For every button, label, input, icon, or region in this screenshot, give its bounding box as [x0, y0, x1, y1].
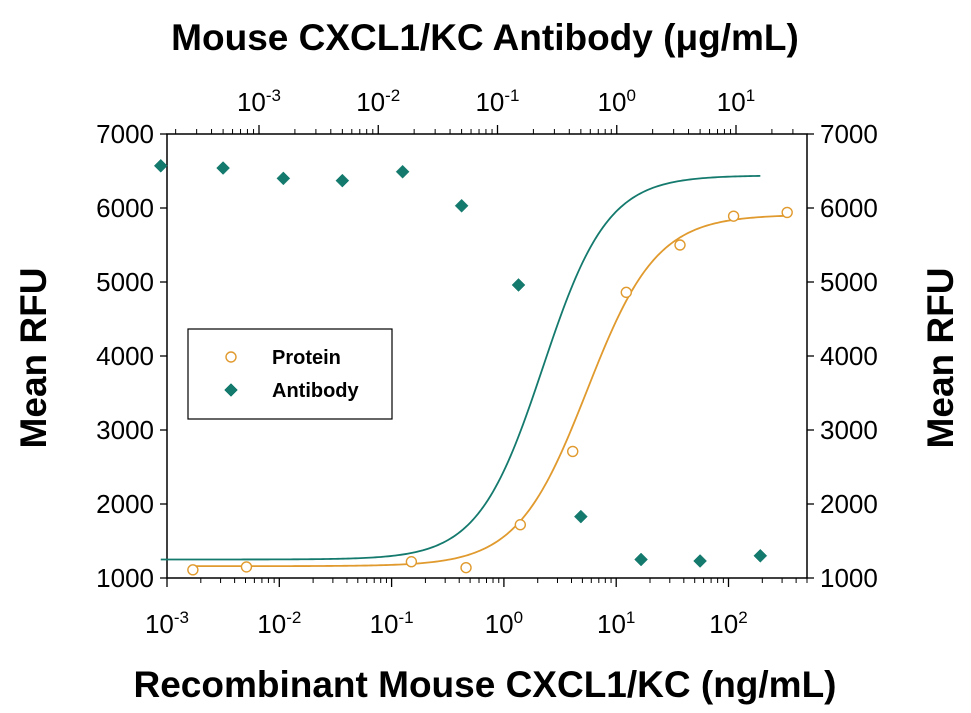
x-tick-label-top: 100 — [598, 86, 636, 117]
data-point-protein — [514, 519, 527, 531]
data-point-protein — [240, 561, 253, 573]
y-tick-label-right: 5000 — [820, 267, 878, 297]
data-point-protein — [460, 561, 472, 574]
data-point-protein — [567, 445, 579, 458]
data-point-antibody — [216, 161, 230, 175]
legend-marker-antibody — [224, 383, 238, 397]
y-tick-label-right: 4000 — [820, 341, 878, 371]
legend: Protein Antibody — [187, 328, 393, 420]
x-tick-label-bottom: 10-1 — [370, 608, 414, 639]
x-tick-label-bottom: 101 — [597, 608, 635, 639]
data-point-antibody — [153, 158, 168, 173]
x-tick-label-top: 101 — [717, 86, 755, 117]
axes: 1000 1000 2000 2000 3000 3000 4000 4000 5000 5000… — [96, 86, 878, 639]
data-points — [153, 158, 793, 576]
y-tick-label-right: 2000 — [820, 489, 878, 519]
data-point-antibody — [454, 198, 469, 213]
data-point-protein — [674, 239, 686, 251]
y-tick-label-right: 1000 — [820, 563, 878, 593]
data-point-antibody — [573, 509, 588, 524]
x-tick-label-bottom: 10-3 — [145, 608, 189, 639]
x-axis-label: Recombinant Mouse CXCL1/KC (ng/mL) — [133, 664, 836, 705]
data-point-antibody — [335, 173, 350, 188]
y-tick-label-left: 4000 — [96, 341, 154, 371]
legend-label-protein: Protein — [272, 347, 341, 369]
data-point-antibody — [511, 278, 526, 292]
y-tick-label-right: 7000 — [820, 119, 878, 149]
y-tick-label-right: 3000 — [820, 415, 878, 445]
y-tick-label-left: 3000 — [96, 415, 154, 445]
data-point-protein — [727, 210, 740, 222]
y-tick-label-right: 6000 — [820, 193, 878, 223]
data-point-antibody — [693, 554, 707, 568]
legend-marker-protein — [225, 351, 237, 363]
y-tick-label-left: 7000 — [96, 119, 154, 149]
data-point-protein — [405, 556, 418, 568]
data-point-antibody — [395, 164, 410, 179]
x-tick-label-top: 10-3 — [237, 86, 281, 117]
y-tick-label-left: 1000 — [96, 563, 154, 593]
data-point-protein — [620, 286, 633, 299]
fit-curve-protein — [192, 214, 788, 568]
data-point-protein — [781, 206, 793, 219]
x-tick-label-bottom: 100 — [485, 608, 523, 639]
fit-curve-antibody — [160, 175, 761, 561]
fit-curves — [160, 175, 788, 568]
x-tick-label-bottom: 10-2 — [257, 608, 301, 639]
y-axis-label-left: Mean RFU — [13, 268, 54, 449]
x-tick-label-top: 10-1 — [475, 86, 519, 117]
legend-label-antibody: Antibody — [272, 380, 360, 402]
x-tick-label-bottom: 102 — [709, 608, 747, 639]
data-point-protein — [187, 564, 199, 576]
data-point-antibody — [276, 171, 291, 186]
x-tick-label-top: 10-2 — [356, 86, 400, 117]
y-tick-label-left: 5000 — [96, 267, 154, 297]
y-tick-label-left: 2000 — [96, 489, 154, 519]
y-axis-label-right: Mean RFU — [920, 268, 961, 449]
data-point-antibody — [634, 552, 648, 567]
chart-title: Mouse CXCL1/KC Antibody (μg/mL) — [171, 17, 799, 58]
data-point-antibody — [753, 548, 768, 563]
y-tick-label-left: 6000 — [96, 193, 154, 223]
legend-box — [187, 328, 393, 420]
